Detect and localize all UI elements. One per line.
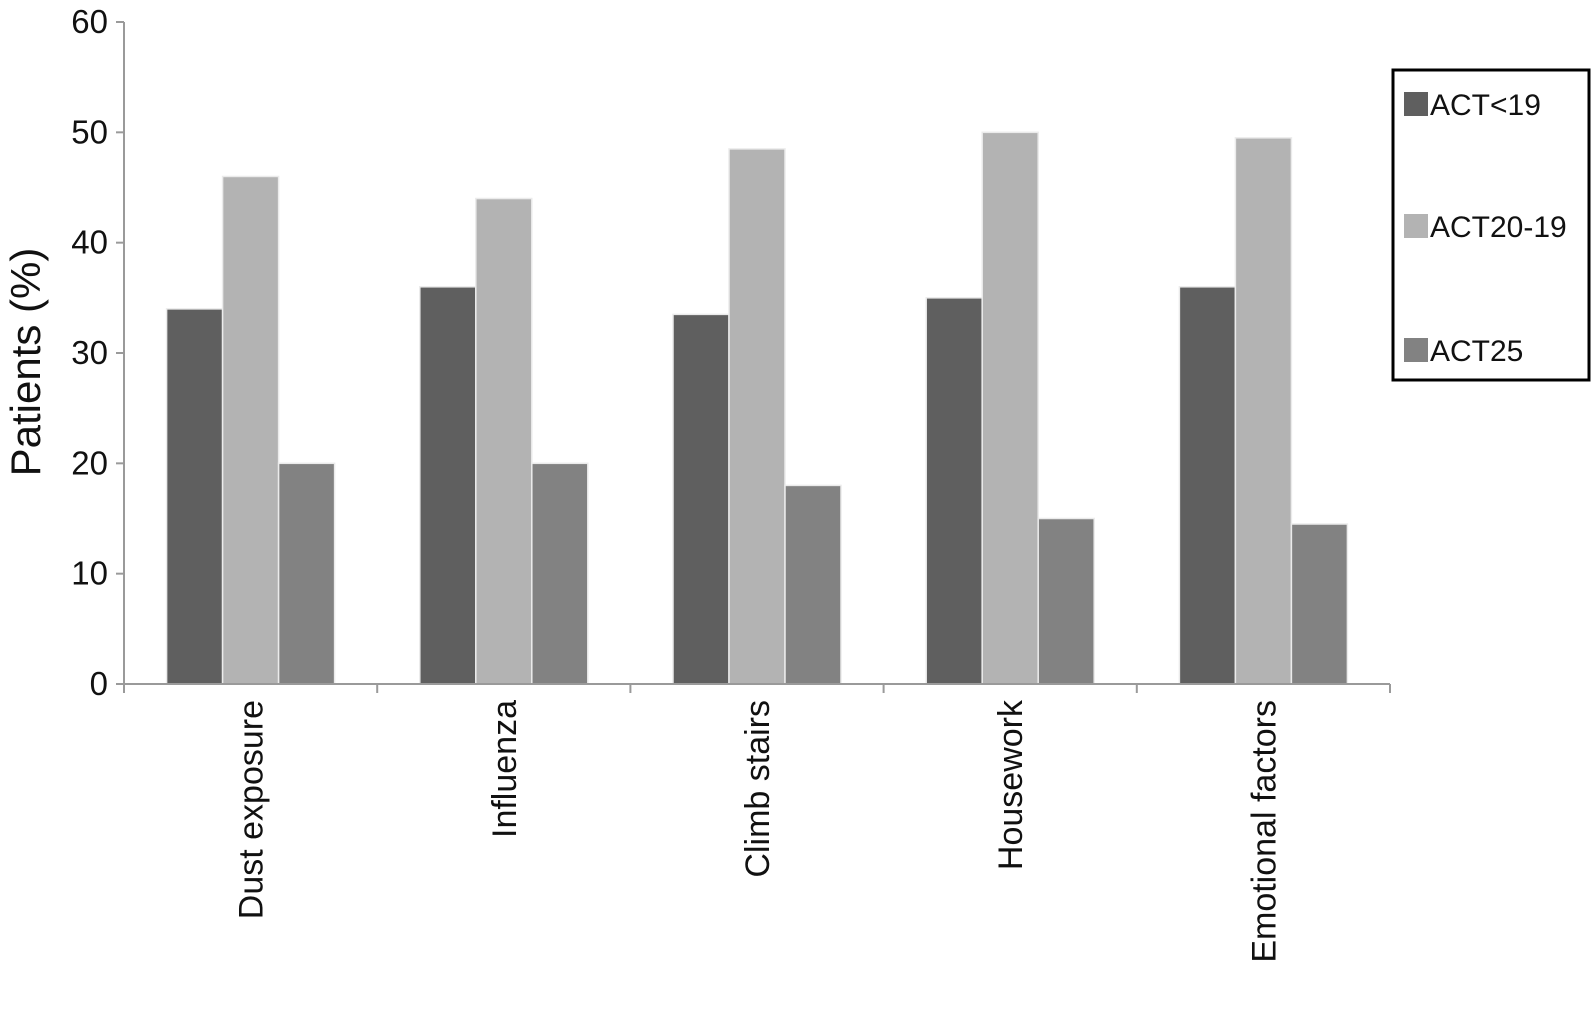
bar-4-2 [1290, 523, 1349, 685]
y-tick-label: 20 [71, 444, 108, 481]
bar-1-0 [419, 286, 477, 685]
bar-0-2 [277, 462, 336, 685]
x-tick-label: Emotional factors [1245, 700, 1283, 963]
x-category-labels: Dust exposure Influenza Climb stairs Housew… [233, 699, 1284, 963]
bar-3-2 [1037, 517, 1095, 685]
legend-label: ACT20-19 [1430, 211, 1567, 244]
x-tick-label: Housework [992, 699, 1030, 870]
y-tick-label: 50 [71, 113, 108, 150]
legend: ACT<19 ACT20-19 ACT25 [1391, 68, 1591, 382]
bar-1-1 [475, 197, 533, 685]
y-tick-labels: 0 10 20 30 40 50 60 [71, 3, 108, 702]
legend-label: ACT<19 [1430, 89, 1541, 122]
bar-2-1 [728, 148, 786, 685]
y-tick-label: 60 [71, 3, 108, 40]
bar-2-0 [672, 313, 730, 685]
bar-0-0 [165, 308, 224, 685]
y-tick-label: 30 [71, 334, 108, 371]
bars-layer [165, 131, 1349, 685]
bar-3-1 [981, 131, 1039, 685]
axes-layer [116, 21, 1391, 693]
bar-1-2 [531, 462, 589, 685]
bar-0-1 [221, 175, 280, 685]
x-tick-label: Influenza [486, 700, 524, 838]
bar-4-1 [1234, 137, 1293, 685]
x-tick-label: Dust exposure [233, 700, 271, 919]
legend-label: ACT25 [1430, 335, 1523, 368]
bar-2-2 [784, 484, 842, 685]
legend-swatch-2 [1404, 338, 1428, 362]
y-tick-label: 40 [71, 224, 108, 261]
legend-swatch-0 [1404, 92, 1428, 116]
legend-swatch-1 [1404, 214, 1428, 238]
bar-4-0 [1178, 286, 1237, 685]
y-tick-label: 0 [90, 665, 108, 702]
bar-3-0 [925, 297, 983, 685]
y-axis-label: Patients (%) [2, 248, 49, 477]
x-tick-label: Climb stairs [739, 700, 777, 878]
y-tick-label: 10 [71, 555, 108, 592]
